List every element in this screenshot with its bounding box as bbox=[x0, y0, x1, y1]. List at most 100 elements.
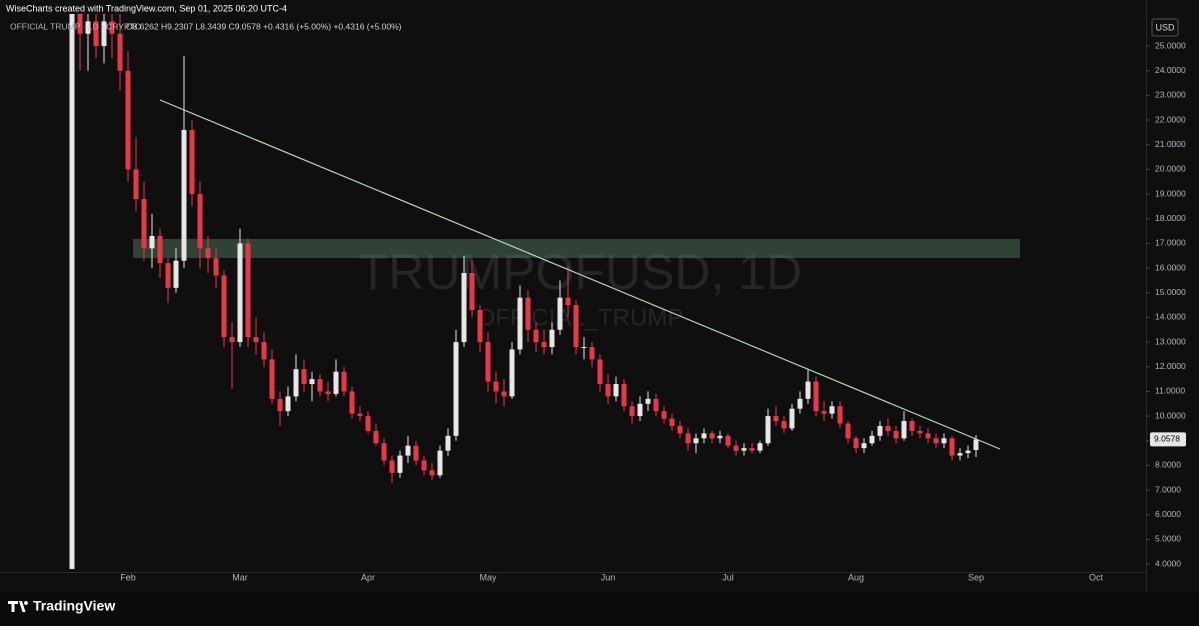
candle-body bbox=[565, 297, 571, 306]
candle-body bbox=[293, 369, 299, 397]
candle-body bbox=[661, 411, 667, 419]
candle-body bbox=[741, 448, 747, 451]
y-tick-label: 16.0000 bbox=[1155, 262, 1186, 272]
y-tick-label: 19.0000 bbox=[1155, 188, 1186, 198]
candle-body bbox=[837, 406, 843, 424]
candle-body bbox=[589, 347, 595, 360]
candle-body bbox=[605, 384, 611, 397]
candle-body bbox=[773, 416, 779, 422]
candle-body bbox=[437, 450, 443, 476]
candle-body bbox=[181, 129, 187, 261]
candle-body bbox=[173, 260, 179, 288]
currency[interactable]: USD bbox=[1155, 22, 1175, 32]
y-tick-label: 18.0000 bbox=[1155, 213, 1186, 223]
candle-body bbox=[813, 381, 819, 412]
candle-body bbox=[477, 310, 483, 343]
y-tick-label: 24.0000 bbox=[1155, 65, 1186, 75]
candle-body bbox=[693, 438, 699, 444]
candle-body bbox=[845, 423, 851, 439]
candle-body bbox=[429, 470, 435, 476]
candle-body bbox=[341, 371, 347, 392]
candle-body bbox=[677, 425, 683, 434]
candle-body bbox=[349, 391, 355, 414]
candle-body bbox=[805, 381, 811, 399]
candle-body bbox=[629, 406, 635, 417]
candle-body bbox=[333, 371, 339, 394]
candle-body bbox=[501, 391, 507, 397]
trendline bbox=[159, 99, 1001, 450]
candle-body bbox=[637, 403, 643, 417]
quote: O8.6262 H9.2307 L8.3439 C9.0578 +0.4316 … bbox=[126, 21, 402, 31]
x-tick-label: Apr bbox=[361, 572, 375, 582]
currency-button[interactable] bbox=[1151, 18, 1179, 37]
y-tick-label: 23.0000 bbox=[1155, 90, 1186, 100]
x-tick-label: May bbox=[479, 572, 497, 582]
candle-body bbox=[189, 129, 195, 195]
candle-body bbox=[133, 169, 139, 200]
candle-body bbox=[237, 243, 243, 343]
candle-body bbox=[869, 435, 875, 444]
y-tick-label: 7.0000 bbox=[1155, 484, 1181, 494]
candle-body bbox=[941, 438, 947, 444]
candle-body bbox=[933, 438, 939, 444]
candle-body bbox=[197, 194, 203, 249]
candle-body bbox=[925, 433, 931, 439]
candle-body bbox=[221, 275, 227, 338]
candle-body bbox=[949, 438, 955, 456]
x-tick-label: Mar bbox=[232, 572, 248, 582]
candle-body bbox=[325, 391, 331, 394]
candle-body bbox=[725, 435, 731, 446]
candle-body bbox=[493, 381, 499, 392]
candle-body bbox=[405, 445, 411, 456]
candle-body bbox=[893, 430, 899, 439]
candle-body bbox=[885, 425, 891, 431]
x-tick-label: Oct bbox=[1089, 572, 1104, 582]
candle-body bbox=[861, 443, 867, 449]
last-price-label: 9.0578 bbox=[1154, 434, 1180, 444]
candle-body bbox=[685, 433, 691, 444]
candle-body bbox=[285, 396, 291, 412]
candle-body bbox=[853, 438, 859, 449]
candle-body bbox=[701, 433, 707, 439]
candle-body bbox=[765, 416, 771, 444]
candle-body bbox=[117, 33, 123, 71]
candle-body bbox=[613, 384, 619, 397]
candle-body bbox=[389, 460, 395, 473]
candle-body bbox=[509, 349, 515, 397]
candle-body bbox=[821, 411, 827, 414]
candle-body bbox=[157, 236, 163, 264]
candle-body bbox=[253, 337, 259, 343]
candle-body bbox=[397, 455, 403, 473]
candle-body bbox=[901, 421, 907, 439]
y-tick-label: 4.0000 bbox=[1155, 558, 1181, 568]
candle-body bbox=[621, 384, 627, 407]
candle-body bbox=[317, 379, 323, 392]
candle-body bbox=[461, 273, 467, 343]
symbol-line: OFFICIAL TRUMP · 1D · CRYPTO bbox=[10, 21, 142, 31]
candle-body bbox=[205, 248, 211, 259]
candle-body bbox=[645, 398, 651, 404]
y-tick-label: 10.0000 bbox=[1155, 410, 1186, 420]
candle-body bbox=[301, 369, 307, 385]
credit: WiseCharts created with TradingView.com,… bbox=[6, 3, 287, 13]
candle-body bbox=[445, 435, 451, 451]
candle-body bbox=[557, 297, 563, 330]
candle-body bbox=[917, 430, 923, 434]
x-tick-label: Feb bbox=[120, 572, 136, 582]
candle-body bbox=[789, 408, 795, 429]
footer bbox=[0, 592, 1199, 626]
candle-body bbox=[109, 21, 115, 34]
candle-body bbox=[717, 435, 723, 439]
candle-body bbox=[517, 297, 523, 350]
y-tick-label: 5.0000 bbox=[1155, 534, 1181, 544]
watermark: TRUMPOFUSD, 1D bbox=[358, 244, 802, 300]
candle-body bbox=[965, 450, 971, 454]
candle-body bbox=[261, 342, 267, 360]
candle-body bbox=[421, 460, 427, 471]
candle-body bbox=[453, 342, 459, 436]
candle-body bbox=[533, 329, 539, 343]
candle-body bbox=[413, 445, 419, 461]
candle-body bbox=[365, 416, 371, 431]
